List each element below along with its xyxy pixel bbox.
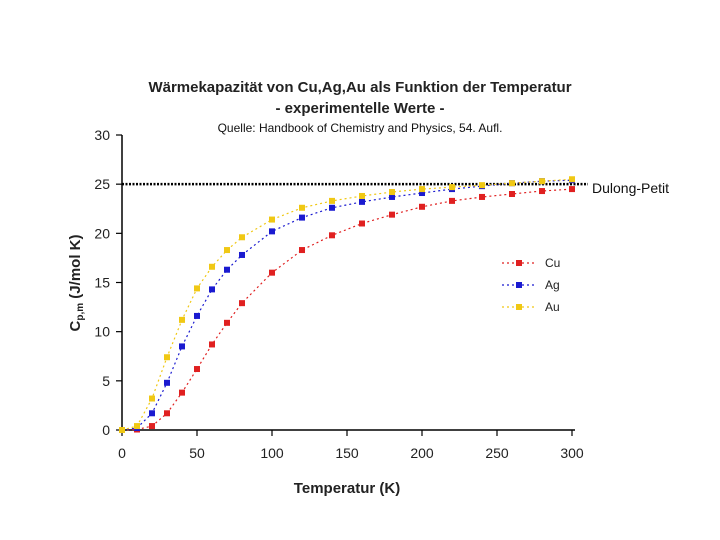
data-point-cu: [359, 220, 365, 227]
data-point-au: [539, 178, 545, 185]
data-point-au: [134, 423, 140, 430]
data-point-cu: [329, 232, 335, 239]
data-point-cu: [389, 211, 395, 218]
data-point-ag: [299, 214, 305, 221]
x-tick-label: 50: [189, 445, 205, 461]
axes: [121, 135, 575, 431]
data-point-cu: [179, 389, 185, 396]
data-point-au: [359, 192, 365, 199]
data-point-ag: [194, 312, 200, 319]
data-point-au: [389, 189, 395, 196]
series-cu: [119, 186, 575, 433]
y-tick-label: 0: [102, 422, 110, 438]
legend-label-au: Au: [545, 300, 560, 314]
data-point-cu: [269, 269, 275, 276]
data-point-au: [239, 234, 245, 241]
data-point-cu: [569, 186, 575, 193]
data-point-au: [179, 316, 185, 323]
data-point-ag: [269, 228, 275, 235]
svg-text:Cp,m (J/mol K): Cp,m (J/mol K): [67, 235, 86, 332]
data-point-cu: [449, 197, 455, 204]
y-axis-label-main: C: [67, 320, 84, 331]
chart-title: Wärmekapazität von Cu,Ag,Au als Funktion…: [148, 79, 571, 96]
data-point-au: [209, 263, 215, 270]
data-point-au: [119, 427, 125, 433]
data-point-ag: [419, 190, 425, 197]
x-tick-label: 300: [560, 445, 584, 461]
legend-label-ag: Ag: [545, 278, 560, 292]
data-point-au: [329, 197, 335, 204]
data-point-ag: [359, 198, 365, 205]
data-point-cu: [299, 247, 305, 254]
data-point-au: [569, 176, 575, 183]
series-group: [119, 176, 575, 433]
data-point-au: [419, 186, 425, 193]
data-point-ag: [179, 343, 185, 350]
data-point-cu: [479, 193, 485, 200]
y-tick-label: 25: [94, 176, 110, 192]
data-point-cu: [164, 410, 170, 417]
data-point-au: [194, 285, 200, 292]
x-axis-ticks: 0 50 100 150 200 250 300: [118, 430, 584, 461]
y-axis-ticks: 0 5 10 15 20 25 30: [94, 127, 122, 438]
data-point-ag: [224, 266, 230, 273]
legend-label-cu: Cu: [545, 256, 560, 270]
data-point-au: [449, 184, 455, 191]
x-tick-label: 0: [118, 445, 126, 461]
series-line-au: [121, 178, 573, 431]
dulong-petit-label: Dulong-Petit: [592, 180, 669, 196]
legend-marker-ag: [516, 282, 522, 288]
data-point-au: [299, 204, 305, 211]
y-tick-label: 10: [94, 324, 110, 340]
series-au: [119, 176, 575, 433]
data-point-ag: [164, 379, 170, 386]
x-tick-label: 150: [335, 445, 359, 461]
data-point-cu: [149, 423, 155, 430]
y-axis-label: Cp,m (J/mol K): [67, 235, 86, 332]
legend-marker-cu: [516, 260, 522, 266]
data-point-au: [509, 180, 515, 187]
data-point-ag: [329, 204, 335, 211]
y-axis-label-sub: p,m: [75, 303, 86, 321]
x-tick-label: 100: [260, 445, 284, 461]
x-tick-label: 250: [485, 445, 509, 461]
data-point-ag: [209, 286, 215, 293]
data-point-au: [224, 247, 230, 254]
data-point-ag: [389, 193, 395, 200]
data-point-au: [149, 395, 155, 402]
y-tick-label: 5: [102, 373, 110, 389]
data-point-cu: [194, 366, 200, 373]
series-line-ag: [121, 179, 573, 431]
legend: Cu Ag Au: [502, 256, 560, 314]
data-point-cu: [209, 341, 215, 348]
y-tick-label: 15: [94, 275, 110, 291]
data-point-cu: [419, 203, 425, 210]
data-point-cu: [509, 191, 515, 197]
y-axis-label-unit: (J/mol K): [67, 235, 84, 303]
data-point-ag: [239, 251, 245, 258]
data-point-cu: [539, 188, 545, 195]
y-tick-label: 30: [94, 127, 110, 143]
y-tick-label: 20: [94, 225, 110, 241]
data-point-cu: [239, 300, 245, 307]
x-axis-label: Temperatur (K): [294, 480, 400, 497]
series-line-cu: [121, 188, 573, 431]
series-ag: [119, 177, 575, 433]
data-point-cu: [224, 319, 230, 326]
legend-marker-au: [516, 304, 522, 310]
chart-source: Quelle: Handbook of Chemistry and Physic…: [218, 121, 503, 135]
x-tick-label: 200: [410, 445, 434, 461]
chart-subtitle: - experimentelle Werte -: [276, 100, 445, 117]
data-point-ag: [149, 410, 155, 417]
data-point-au: [164, 354, 170, 361]
data-point-au: [479, 182, 485, 189]
data-point-au: [269, 216, 275, 223]
